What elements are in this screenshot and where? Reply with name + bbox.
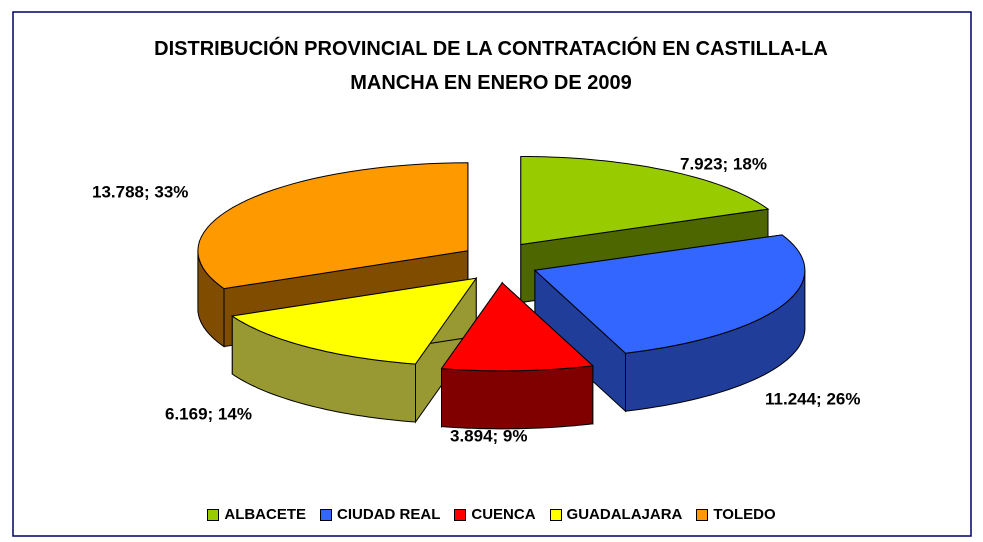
legend-item: CUENCA <box>454 506 536 523</box>
data-label: 3.894; 9% <box>450 426 528 445</box>
slice-top <box>520 156 770 246</box>
slice <box>440 281 594 430</box>
legend-label: TOLEDO <box>713 506 776 523</box>
data-label: 7.923; 18% <box>680 154 767 173</box>
slice <box>533 234 806 413</box>
slice-top <box>230 277 478 365</box>
slice-top <box>197 162 469 290</box>
slice-wall <box>441 365 594 430</box>
legend-item: TOLEDO <box>696 506 776 523</box>
legend-swatch <box>549 508 562 521</box>
frame <box>12 11 972 537</box>
legend: ALBACETE CIUDAD REAL CUENCA GUADALAJARA TOLE… <box>0 506 983 523</box>
legend-label: ALBACETE <box>224 506 307 523</box>
legend-swatch <box>696 508 709 521</box>
slice <box>230 276 478 424</box>
data-label: 11.244; 26% <box>765 389 860 408</box>
legend-label: CIUDAD REAL <box>337 506 441 523</box>
slice-top <box>533 234 806 354</box>
legend-swatch <box>320 508 333 521</box>
legend-label: CUENCA <box>471 506 536 523</box>
legend-label: GUADALAJARA <box>566 506 683 523</box>
legend-item: ALBACETE <box>207 506 306 523</box>
legend-item: GUADALAJARA <box>549 506 683 523</box>
slice-top <box>440 282 594 372</box>
chart-title: DISTRIBUCIÓN PROVINCIAL DE LA CONTRATACI… <box>154 38 828 94</box>
data-label: 6.169; 14% <box>165 404 252 423</box>
legend-swatch <box>454 508 467 521</box>
legend-swatch <box>207 508 220 521</box>
legend-item: CIUDAD REAL <box>320 506 440 523</box>
data-label: 13.788; 33% <box>92 182 188 201</box>
